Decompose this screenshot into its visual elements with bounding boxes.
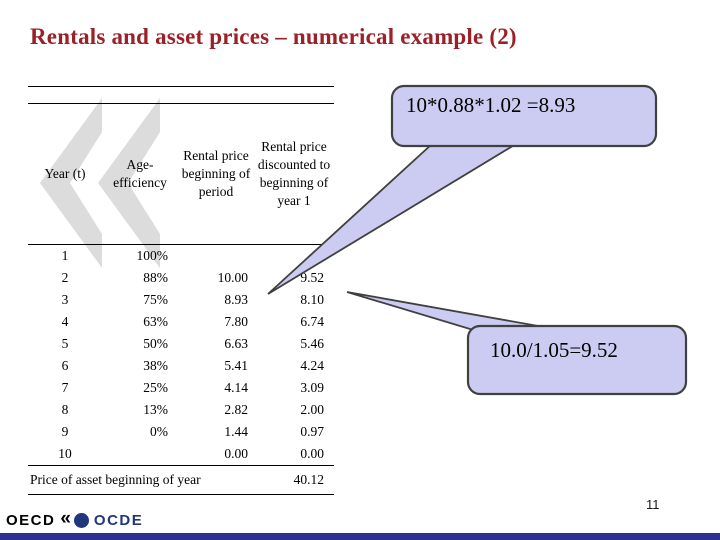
header-rental-price: Rental price beginning of period [178, 103, 254, 245]
table-cell: 9 [61, 424, 69, 439]
ocde-wordmark: OCDE [93, 512, 144, 529]
oecd-chevron-icon: « [60, 508, 70, 529]
table-cell: 0.97 [300, 424, 324, 439]
callout-rental-formula: 10*0.88*1.02 =8.93 [406, 93, 576, 117]
table-cell: 1.44 [224, 424, 248, 439]
slide-footer-bar [0, 533, 720, 540]
table-cell: 7.80 [224, 314, 248, 329]
table-cell [102, 443, 178, 466]
table-cell: 100% [136, 248, 169, 263]
table-row: 6 38% 5.41 4.24 [28, 355, 334, 377]
table-cell: 63% [143, 314, 168, 329]
asset-price-value: 40.12 [254, 465, 334, 495]
table-cell: 4.14 [224, 380, 248, 395]
table-cell: 3.09 [300, 380, 324, 395]
table-cell: 0.00 [224, 446, 248, 461]
table-cell: 88% [143, 270, 168, 285]
oecd-circle-icon [73, 513, 89, 528]
rental-price-table: Year (t) Age-efficiency Rental price beg… [28, 86, 334, 495]
table-cell: 8.93 [224, 292, 248, 307]
table-cell: 1 [61, 248, 69, 263]
table-cell: 38% [143, 358, 168, 373]
table-cell: 4 [61, 314, 69, 329]
table-row: 3 75% 8.93 8.10 [28, 289, 334, 311]
table-cell: 2.00 [300, 402, 324, 417]
page-number: 11 [646, 497, 660, 512]
table-cell [254, 245, 334, 268]
table-cell: 5 [61, 336, 69, 351]
callout-discount-formula: 10.0/1.05=9.52 [490, 338, 618, 362]
table-body: 1 100% 2 88% 10.00 9.52 3 75% 8.93 8.10 4 63% 7.80 6.… [28, 245, 334, 466]
table-cell: 3 [61, 292, 69, 307]
table-cell: 4.24 [300, 358, 324, 373]
header-rental-discounted: Rental price discounted to beginning of … [254, 103, 334, 245]
table-cell: 6.74 [300, 314, 324, 329]
table-cell [178, 245, 254, 268]
table-row: 5 50% 6.63 5.46 [28, 333, 334, 355]
table-cell: 10 [58, 446, 72, 461]
oecd-wordmark: OECD [6, 512, 56, 529]
table-cell: 8 [61, 402, 69, 417]
table-cell: 25% [143, 380, 168, 395]
table-cell: 8.10 [300, 292, 324, 307]
table-cell: 9.52 [300, 270, 324, 285]
table-footer: Price of asset beginning of year 40.12 [28, 465, 334, 495]
header-year: Year (t) [28, 103, 102, 245]
table-cell: 7 [61, 380, 69, 395]
table-cell: 0% [150, 424, 168, 439]
callout-2-pointer [346, 291, 573, 333]
table-row: 7 25% 4.14 3.09 [28, 377, 334, 399]
table-cell: 6 [61, 358, 69, 373]
table-cell: 2.82 [224, 402, 248, 417]
table-row: 1 100% [28, 245, 334, 268]
oecd-logo: OECD « OCDE [6, 508, 144, 530]
table-row: 2 88% 10.00 9.52 [28, 267, 334, 289]
table-cell: 6.63 [224, 336, 248, 351]
table-cell: 50% [143, 336, 168, 351]
table-header-row: Year (t) Age-efficiency Rental price beg… [28, 103, 334, 245]
asset-price-row: Price of asset beginning of year 40.12 [28, 465, 334, 495]
table-top-rule [28, 86, 334, 104]
table-cell: 5.46 [300, 336, 324, 351]
slide-title: Rentals and asset prices – numerical exa… [30, 24, 517, 49]
asset-price-label: Price of asset beginning of year [28, 465, 254, 495]
header-age-efficiency: Age-efficiency [102, 103, 178, 245]
table-cell: 2 [61, 270, 69, 285]
table-cell: 13% [143, 402, 168, 417]
table-cell: 0.00 [300, 446, 324, 461]
table-row: 10 0.00 0.00 [28, 443, 334, 466]
table-row: 9 0% 1.44 0.97 [28, 421, 334, 443]
table-row: 4 63% 7.80 6.74 [28, 311, 334, 333]
table-cell: 75% [143, 292, 168, 307]
table-row: 8 13% 2.82 2.00 [28, 399, 334, 421]
table-cell: 10.00 [217, 270, 248, 285]
table-header: Year (t) Age-efficiency Rental price beg… [28, 86, 334, 245]
table-cell: 5.41 [224, 358, 248, 373]
